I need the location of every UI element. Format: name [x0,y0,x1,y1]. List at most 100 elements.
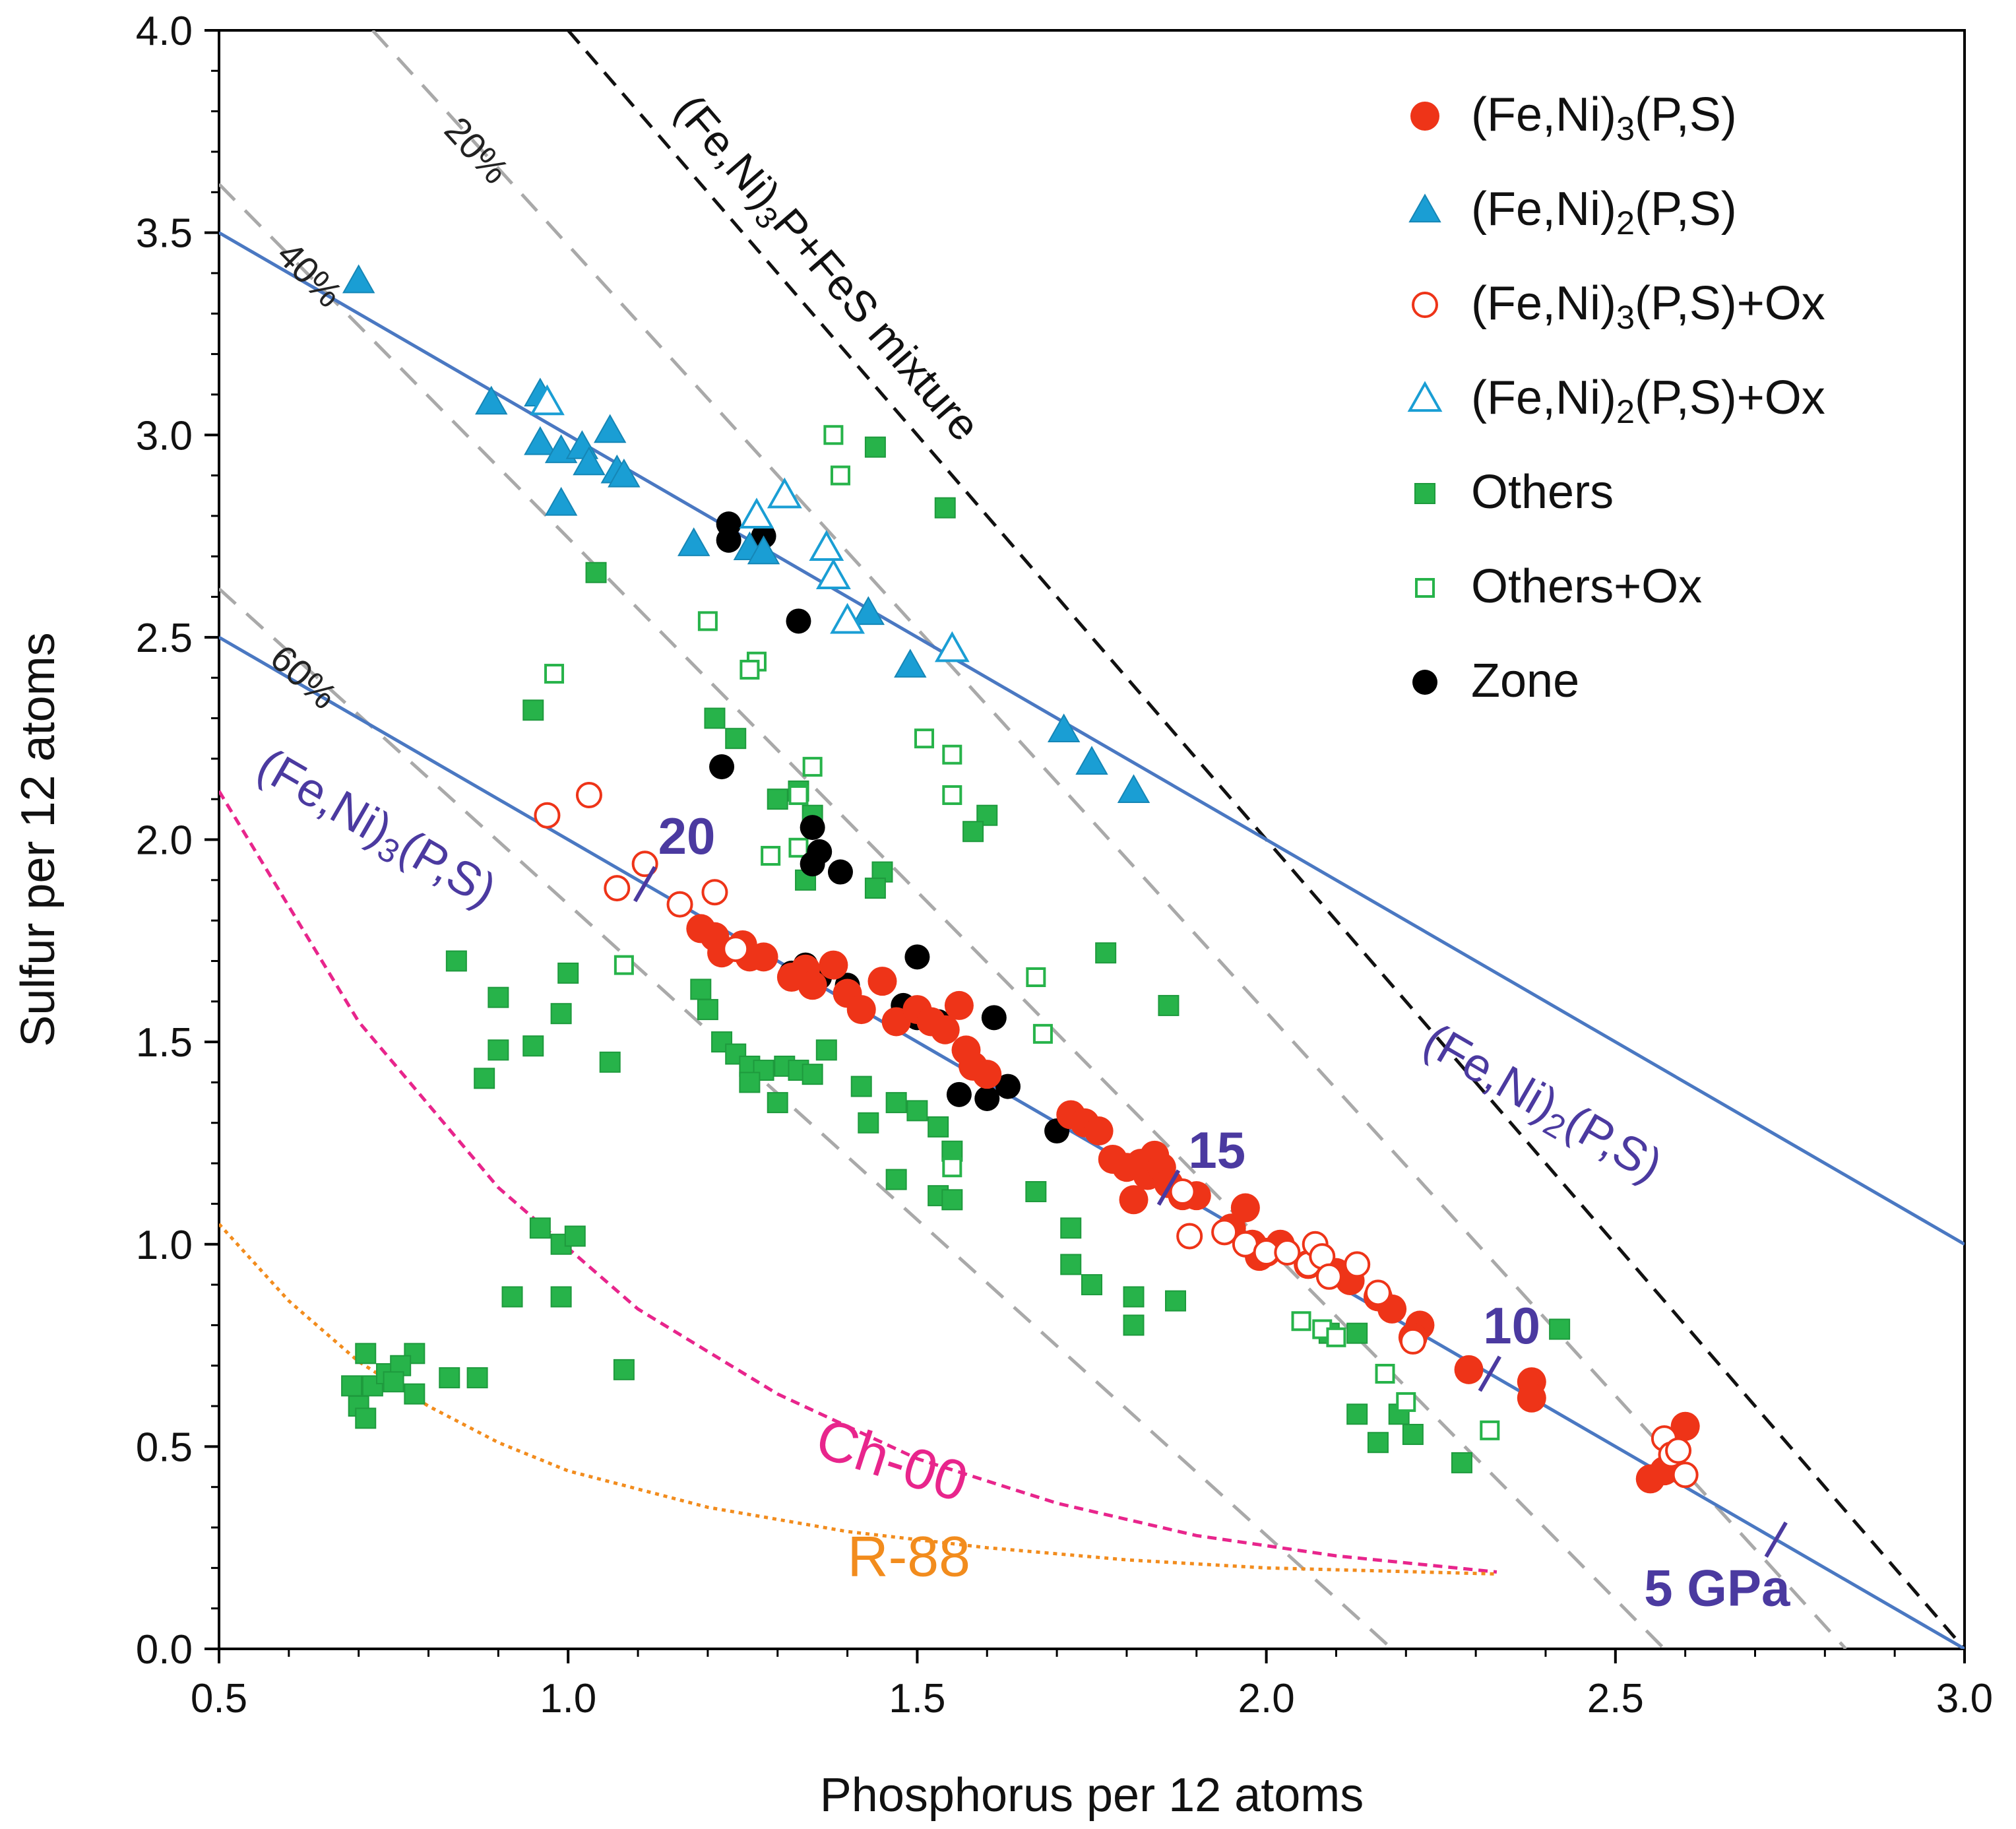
point-others [1095,942,1117,964]
y-tick-label: 1.0 [136,1223,193,1268]
point-fe2 [747,535,780,565]
point-others-ox [830,465,850,486]
point-others [613,1359,635,1380]
point-others-ox [1326,1327,1346,1347]
point-others [522,699,544,721]
point-fe3-ox [701,879,728,906]
point-fe2 [1075,746,1108,775]
point-others [1346,1322,1368,1344]
point-others [404,1383,425,1405]
point-zone [709,754,735,780]
point-fe3-ox [1315,1263,1342,1290]
pressure-tick-mark [1478,1355,1501,1392]
point-fe3-ox [575,782,602,809]
point-others [341,1375,363,1397]
point-others [1549,1318,1571,1340]
point-others [1346,1403,1368,1425]
point-fe2 [852,596,885,626]
point-fe3-ox [1399,1328,1426,1355]
point-zone [786,608,811,634]
axis-ticks: 0.5 1.0 1.5 2.0 2.5 3.00.00.51.01.52.02.53.03… [136,9,1993,1721]
point-others [1025,1181,1047,1203]
point-others [550,1286,572,1308]
x-axis-title: Phosphorus per 12 atoms [820,1769,1364,1822]
point-others [864,878,886,899]
point-others [522,1035,544,1057]
point-others [725,728,747,750]
point-others-ox [1375,1363,1395,1384]
point-fe2 [1047,713,1081,743]
point-others [1081,1274,1102,1296]
point-others [1451,1452,1472,1473]
label-fe3-line: (Fe,Ni)3(P,S) [245,738,505,922]
pressure-tick-label: 20 [658,807,716,865]
legend-label-fe3_open: (Fe,Ni)3(P,S)+Ox [1471,277,1825,336]
reference-line-fe2_ps [219,231,1965,1246]
point-fe2-ox [739,497,774,529]
point-fe2-ox [934,631,970,662]
point-others-ox [1480,1420,1500,1440]
x-tick-label: 1.5 [889,1676,945,1721]
point-others [439,1367,460,1389]
point-others-ox [942,1157,962,1178]
point-fe2-ox [830,602,865,634]
pressure-tick-label: 10 [1483,1297,1540,1355]
point-zone [946,1081,972,1107]
legend-marker [1410,102,1439,131]
curve-r-88 [219,1223,1497,1576]
data-points [341,264,1700,1494]
point-zone [981,1005,1007,1031]
x-tick-label: 0.5 [191,1676,247,1721]
point-fe3-ox [534,802,561,829]
x-tick-label: 2.5 [1587,1676,1644,1721]
legend-marker [1412,670,1437,695]
point-others [501,1286,523,1308]
y-tick-label: 1.5 [136,1020,193,1066]
point-others [697,999,718,1021]
point-fe3 [1454,1355,1484,1384]
point-fe3 [1670,1411,1700,1441]
point-others-ox [942,785,962,806]
legend-marker [1412,292,1438,318]
y-tick-label: 0.0 [136,1627,193,1673]
point-fe3 [1517,1383,1546,1413]
legend-marker [1408,193,1441,223]
dashed-percent-line [219,183,1666,1649]
legend-label-others_filled: Others [1471,466,1614,519]
point-fe2-ox [767,477,802,509]
point-fe2 [475,385,508,415]
point-others-ox [1291,1311,1311,1332]
point-others-ox [697,611,718,631]
point-fe3 [930,1015,960,1044]
point-fe2 [593,414,627,443]
point-fe3 [944,990,974,1020]
point-others [488,1039,509,1061]
point-fe3-ox [1211,1219,1238,1246]
point-others [962,821,984,843]
percent-label: 20% [437,109,517,191]
point-others-ox [788,785,809,806]
legend-marker [1414,483,1435,504]
point-others [466,1367,488,1389]
y-axis-title: Sulfur per 12 atoms [12,632,65,1046]
point-fe3 [867,967,897,996]
point-others [383,1371,404,1393]
point-others [850,1075,872,1097]
point-fe2 [1117,774,1150,804]
point-fe3 [881,1007,911,1037]
point-fe3-ox [1274,1239,1301,1266]
point-fe2 [894,649,927,678]
point-zone [904,944,930,970]
point-zone [995,1074,1021,1099]
point-others [1165,1290,1187,1312]
point-others [529,1217,551,1239]
pressure-tick-label: 5 GPa [1644,1558,1790,1617]
point-others-ox [614,955,634,975]
point-others-ox [942,744,962,765]
legend-label-fe3_filled: (Fe,Ni)3(P,S) [1471,88,1737,147]
legend-label-fe2_open: (Fe,Ni)2(P,S)+Ox [1471,371,1825,430]
dashed-percent-line [371,30,1847,1649]
point-zone [800,851,825,877]
y-tick-label: 3.5 [136,211,193,257]
pressure-tick-mark [633,866,657,903]
